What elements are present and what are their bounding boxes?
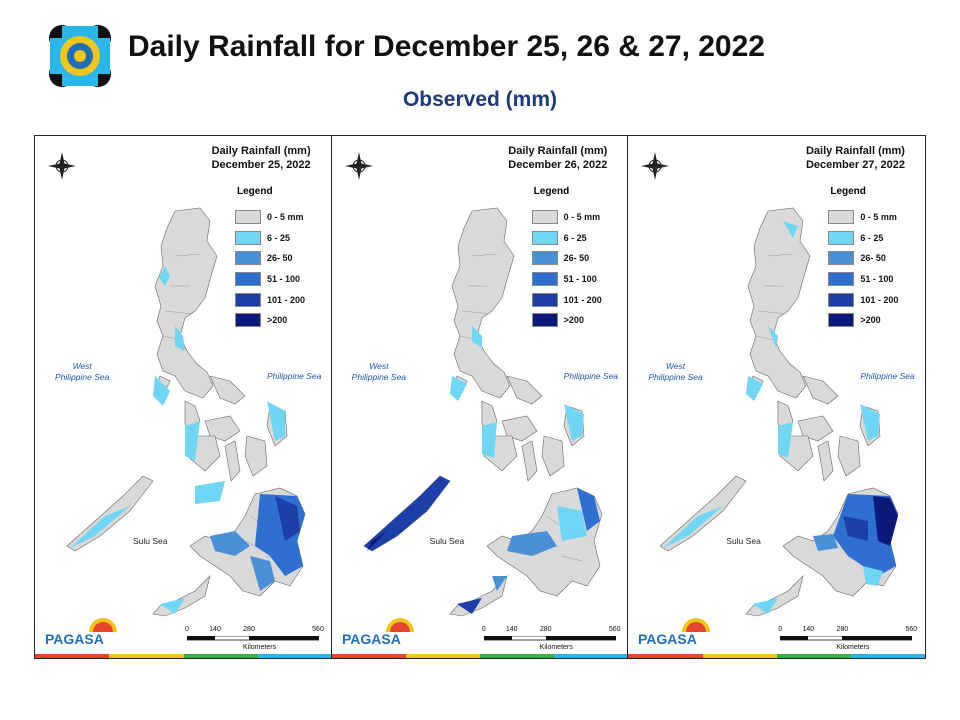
pagasa-logo-icon: PAGASA bbox=[638, 618, 711, 647]
legend-item: 51 - 100 bbox=[828, 269, 898, 290]
dost-logo-icon bbox=[48, 24, 112, 88]
legend-item: 6 - 25 bbox=[531, 228, 602, 249]
sulu-sea-label: Sulu Sea bbox=[429, 536, 465, 546]
legend-item: 6 - 25 bbox=[828, 228, 898, 249]
map-panel-dec-25: Daily Rainfall (mm) December 25, 2022 Le… bbox=[35, 136, 332, 658]
sulu-sea-label: Sulu Sea bbox=[726, 536, 761, 546]
legend: Legend 0 - 5 mm 6 - 25 26- 50 51 - 100 1… bbox=[531, 186, 602, 331]
philippines-map-dec-25 bbox=[66, 207, 306, 617]
legend: Legend 0 - 5 mm 6 - 25 26- 50 51 - 100 1… bbox=[828, 186, 898, 331]
west-philippine-sea-label: West Philippine Sea bbox=[648, 361, 703, 382]
pagasa-logo-icon: PAGASA bbox=[45, 618, 117, 647]
philippines-map-dec-26 bbox=[363, 207, 602, 617]
scale-bar: 0 140 280 560 Kilometers bbox=[481, 626, 621, 651]
philippine-sea-label: Philippine Sea bbox=[563, 371, 619, 381]
page-subtitle: Observed (mm) bbox=[402, 88, 558, 111]
compass-icon bbox=[640, 151, 670, 181]
compass-icon bbox=[344, 151, 374, 181]
legend-title: Legend bbox=[237, 186, 273, 197]
legend-item: 51 - 100 bbox=[531, 269, 602, 290]
panel-title-dec-25: Daily Rainfall (mm) December 25, 2022 bbox=[211, 145, 311, 171]
west-philippine-sea-label: West Philippine Sea bbox=[351, 361, 407, 382]
legend-item: 26- 50 bbox=[531, 248, 602, 269]
legend-item: 0 - 5 mm bbox=[531, 207, 602, 228]
legend: Legend 0 - 5 mm 6 - 25 26- 50 51 - 100 1… bbox=[235, 186, 305, 331]
legend-item: 101 - 200 bbox=[828, 289, 898, 310]
legend-item: 51 - 100 bbox=[235, 269, 305, 290]
compass-icon bbox=[47, 151, 77, 181]
map-panel-dec-27: Daily Rainfall (mm) December 27, 2022 Le… bbox=[628, 136, 926, 658]
legend-item: 101 - 200 bbox=[531, 289, 602, 310]
philippine-sea-label: Philippine Sea bbox=[267, 371, 322, 381]
legend-item: 0 - 5 mm bbox=[828, 207, 898, 228]
rainfall-maps-container: Daily Rainfall (mm) December 25, 2022 Le… bbox=[34, 135, 926, 659]
legend-item: >200 bbox=[828, 310, 898, 331]
philippine-sea-label: Philippine Sea bbox=[860, 371, 915, 381]
map-panel-dec-26: Daily Rainfall (mm) December 26, 2022 Le… bbox=[331, 136, 629, 658]
legend-item: >200 bbox=[235, 310, 305, 331]
legend-item: 26- 50 bbox=[235, 248, 305, 269]
philippines-map-dec-27 bbox=[660, 207, 899, 617]
scale-bar: 0 140 280 560 Kilometers bbox=[778, 626, 918, 651]
page-title: Daily Rainfall for December 25, 26 & 27,… bbox=[128, 30, 765, 63]
panel-title-dec-26: Daily Rainfall (mm) December 26, 2022 bbox=[508, 145, 608, 171]
svg-text:PAGASA: PAGASA bbox=[638, 631, 697, 647]
west-philippine-sea-label: West Philippine Sea bbox=[55, 361, 110, 382]
panel-title-dec-27: Daily Rainfall (mm) December 27, 2022 bbox=[805, 145, 906, 171]
legend-item: 101 - 200 bbox=[235, 289, 305, 310]
legend-item: >200 bbox=[531, 310, 602, 331]
sulu-sea-label: Sulu Sea bbox=[133, 536, 168, 546]
color-stripe bbox=[35, 654, 331, 658]
legend-item: 0 - 5 mm bbox=[235, 207, 305, 228]
legend-item: 6 - 25 bbox=[235, 228, 305, 249]
color-stripe bbox=[628, 654, 926, 658]
svg-text:PAGASA: PAGASA bbox=[45, 631, 104, 647]
scale-bar: 0 140 280 560 Kilometers bbox=[185, 626, 324, 651]
svg-text:PAGASA: PAGASA bbox=[342, 631, 401, 647]
color-stripe bbox=[331, 654, 628, 658]
pagasa-logo-icon: PAGASA bbox=[342, 618, 414, 647]
legend-item: 26- 50 bbox=[828, 248, 898, 269]
